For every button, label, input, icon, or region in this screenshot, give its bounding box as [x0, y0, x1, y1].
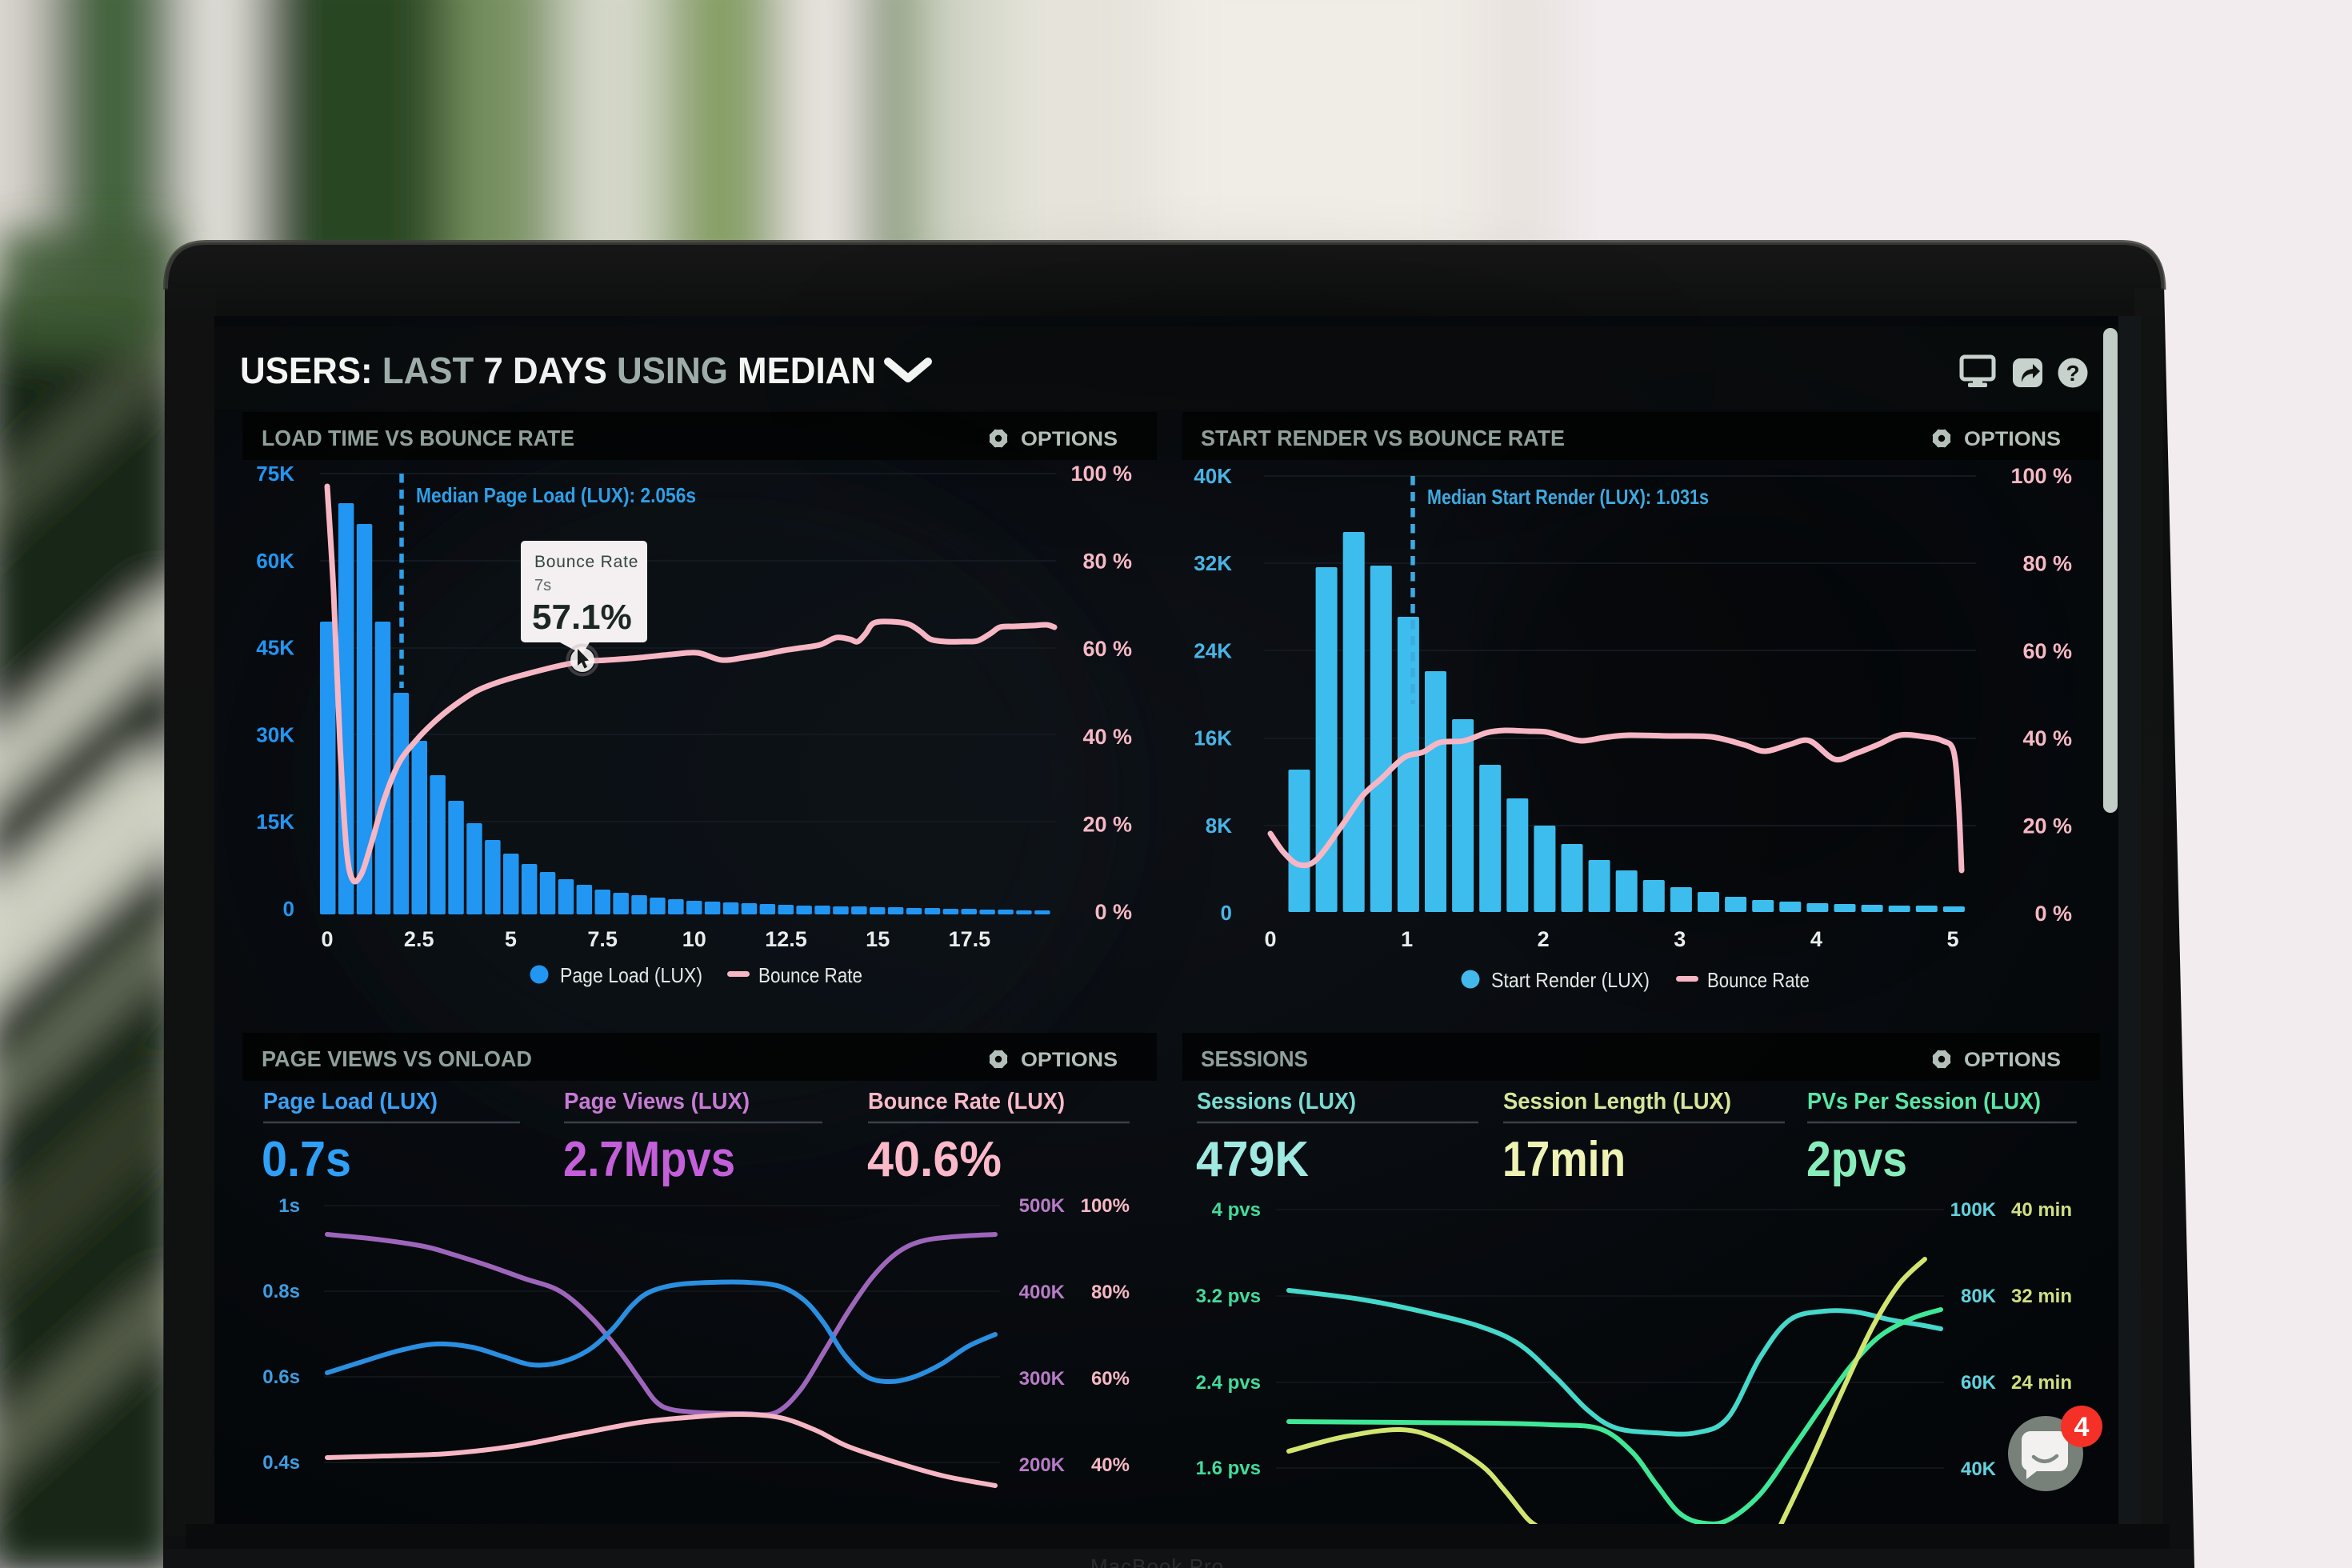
svg-text:15: 15 — [866, 927, 890, 951]
svg-text:40K: 40K — [1961, 1458, 1997, 1480]
svg-text:Sessions (LUX): Sessions (LUX) — [1197, 1089, 1356, 1114]
svg-text:80 %: 80 % — [2022, 551, 2072, 575]
svg-text:Session Length (LUX): Session Length (LUX) — [1503, 1089, 1731, 1114]
svg-text:500K: 500K — [1019, 1195, 1066, 1217]
svg-text:0 %: 0 % — [2034, 902, 2072, 926]
svg-text:USERS: LAST 7 DAYS USING MEDIA: USERS: LAST 7 DAYS USING MEDIAN — [240, 350, 876, 391]
svg-text:0: 0 — [321, 927, 333, 951]
svg-text:60 %: 60 % — [1082, 637, 1132, 661]
svg-text:0 %: 0 % — [1094, 900, 1132, 924]
svg-text:45K: 45K — [256, 636, 294, 660]
svg-text:32 min: 32 min — [2011, 1286, 2072, 1307]
svg-text:40K: 40K — [1194, 464, 1232, 488]
svg-text:5: 5 — [1946, 927, 1958, 951]
svg-text:100 %: 100 % — [2010, 464, 2072, 488]
svg-text:Start Render (LUX): Start Render (LUX) — [1491, 968, 1650, 992]
svg-text:3: 3 — [1674, 927, 1686, 951]
svg-text:30K: 30K — [256, 722, 294, 746]
svg-text:8K: 8K — [1206, 814, 1232, 838]
svg-text:4 pvs: 4 pvs — [1212, 1199, 1261, 1221]
svg-text:0: 0 — [283, 897, 294, 921]
svg-text:16K: 16K — [1194, 726, 1232, 750]
svg-text:1: 1 — [1401, 927, 1413, 951]
svg-text:15K: 15K — [256, 810, 294, 834]
svg-text:7.5: 7.5 — [587, 927, 618, 951]
svg-text:0: 0 — [1221, 901, 1232, 925]
svg-text:0.4s: 0.4s — [262, 1452, 300, 1474]
svg-text:40%: 40% — [1091, 1454, 1130, 1476]
svg-text:100 %: 100 % — [1070, 462, 1132, 486]
svg-text:5: 5 — [505, 927, 517, 951]
svg-text:40 min: 40 min — [2011, 1199, 2072, 1221]
svg-text:Page Load (LUX): Page Load (LUX) — [560, 963, 702, 987]
svg-text:PAGE VIEWS VS ONLOAD: PAGE VIEWS VS ONLOAD — [262, 1046, 532, 1071]
svg-text:60K: 60K — [1961, 1372, 1997, 1394]
svg-text:60%: 60% — [1091, 1368, 1130, 1390]
svg-text:40 %: 40 % — [2022, 726, 2072, 750]
svg-text:LOAD TIME VS BOUNCE RATE: LOAD TIME VS BOUNCE RATE — [262, 426, 574, 450]
svg-text:PVs Per Session (LUX): PVs Per Session (LUX) — [1807, 1089, 2041, 1114]
svg-text:OPTIONS: OPTIONS — [1964, 428, 2061, 450]
svg-text:60K: 60K — [256, 549, 294, 573]
svg-text:40.6%: 40.6% — [867, 1132, 1002, 1187]
svg-text:200K: 200K — [1019, 1454, 1066, 1476]
svg-text:Median Start Render (LUX): 1.0: Median Start Render (LUX): 1.031s — [1427, 485, 1709, 509]
svg-text:24K: 24K — [1194, 638, 1232, 662]
svg-text:57.1%: 57.1% — [532, 598, 632, 637]
svg-text:0.8s: 0.8s — [262, 1281, 300, 1302]
svg-text:Bounce Rate: Bounce Rate — [758, 963, 862, 987]
svg-text:Bounce Rate (LUX): Bounce Rate (LUX) — [868, 1089, 1065, 1114]
svg-text:MacBook Pro: MacBook Pro — [1090, 1554, 1224, 1568]
svg-text:3.2 pvs: 3.2 pvs — [1196, 1286, 1261, 1307]
svg-text:Page Views (LUX): Page Views (LUX) — [564, 1089, 750, 1114]
svg-text:17min: 17min — [1502, 1132, 1626, 1187]
svg-text:479K: 479K — [1196, 1132, 1309, 1187]
svg-text:80K: 80K — [1961, 1286, 1997, 1307]
svg-text:7s: 7s — [534, 577, 551, 594]
svg-text:OPTIONS: OPTIONS — [1021, 428, 1118, 450]
svg-text:4: 4 — [1810, 927, 1822, 951]
svg-text:Page Load (LUX): Page Load (LUX) — [263, 1089, 438, 1114]
svg-text:SESSIONS: SESSIONS — [1201, 1046, 1308, 1071]
svg-text:300K: 300K — [1019, 1368, 1066, 1390]
svg-text:0.6s: 0.6s — [262, 1366, 300, 1388]
svg-text:17.5: 17.5 — [949, 927, 991, 951]
svg-text:20 %: 20 % — [1082, 812, 1132, 836]
svg-text:2.5: 2.5 — [404, 927, 434, 951]
svg-text:12.5: 12.5 — [765, 927, 807, 951]
svg-text:0.7s: 0.7s — [262, 1132, 351, 1187]
svg-text:400K: 400K — [1019, 1282, 1066, 1303]
svg-text:1s: 1s — [278, 1195, 300, 1217]
svg-text:Bounce Rate: Bounce Rate — [1707, 968, 1810, 992]
svg-text:40 %: 40 % — [1082, 725, 1132, 749]
svg-text:START RENDER VS BOUNCE RATE: START RENDER VS BOUNCE RATE — [1201, 426, 1565, 450]
svg-text:0: 0 — [1264, 927, 1276, 951]
svg-text:10: 10 — [682, 927, 706, 951]
svg-text:32K: 32K — [1194, 551, 1232, 575]
svg-text:2.4 pvs: 2.4 pvs — [1196, 1372, 1261, 1394]
svg-text:2: 2 — [1538, 927, 1550, 951]
svg-text:20 %: 20 % — [2022, 814, 2072, 838]
svg-text:OPTIONS: OPTIONS — [1021, 1049, 1118, 1071]
svg-text:2.7Mpvs: 2.7Mpvs — [563, 1132, 735, 1187]
svg-text:?: ? — [2066, 361, 2079, 386]
svg-text:100K: 100K — [1950, 1199, 1997, 1221]
svg-text:100%: 100% — [1081, 1195, 1130, 1217]
svg-text:80 %: 80 % — [1082, 550, 1132, 574]
svg-text:75K: 75K — [256, 462, 294, 486]
svg-text:4: 4 — [2074, 1412, 2090, 1442]
svg-text:Bounce Rate: Bounce Rate — [534, 553, 638, 571]
svg-text:24 min: 24 min — [2011, 1372, 2072, 1394]
svg-text:80%: 80% — [1091, 1282, 1130, 1303]
svg-text:2pvs: 2pvs — [1806, 1132, 1907, 1187]
svg-text:60 %: 60 % — [2022, 639, 2072, 663]
svg-text:OPTIONS: OPTIONS — [1964, 1049, 2061, 1071]
svg-text:Median Page Load (LUX): 2.056s: Median Page Load (LUX): 2.056s — [416, 483, 696, 507]
svg-text:1.6 pvs: 1.6 pvs — [1196, 1458, 1261, 1479]
